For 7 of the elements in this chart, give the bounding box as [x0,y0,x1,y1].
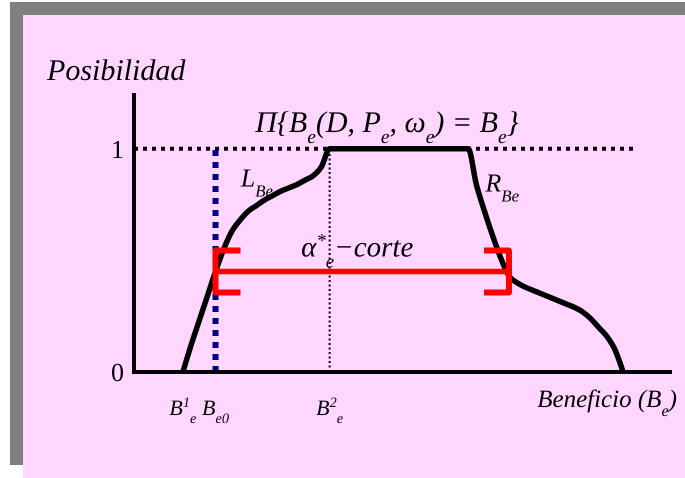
y-axis-title: Posibilidad [46,54,186,87]
y-tick-label: 0 [111,358,124,387]
x-tick-label: B$_{e0}$ [202,395,229,427]
annotation: R$_{Be}$ [484,168,520,206]
x-axis-title: Beneficio (B$_{e}$) [537,386,677,420]
text: Π{B$_{e}$(D, P$_{e}$, ω$_{e}$) = B$_{e}$} [255,106,519,148]
y-tick-label: 1 [111,134,124,164]
